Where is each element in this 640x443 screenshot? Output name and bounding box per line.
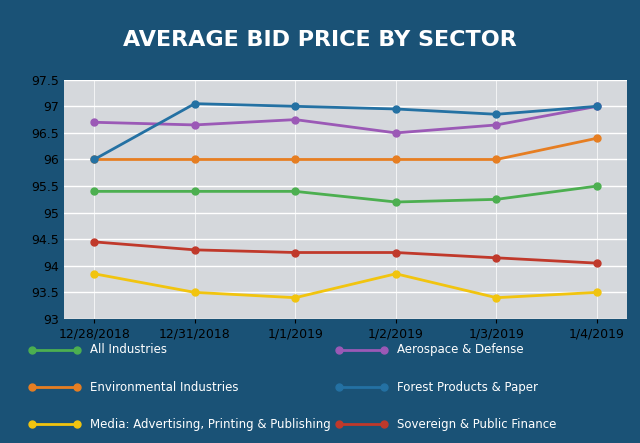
Text: Aerospace & Defense: Aerospace & Defense: [397, 343, 524, 357]
Text: Media: Advertising, Printing & Publishing: Media: Advertising, Printing & Publishin…: [90, 418, 330, 431]
Text: Environmental Industries: Environmental Industries: [90, 381, 238, 394]
Text: All Industries: All Industries: [90, 343, 166, 357]
Text: Forest Products & Paper: Forest Products & Paper: [397, 381, 538, 394]
Text: AVERAGE BID PRICE BY SECTOR: AVERAGE BID PRICE BY SECTOR: [123, 30, 517, 50]
Text: Sovereign & Public Finance: Sovereign & Public Finance: [397, 418, 556, 431]
